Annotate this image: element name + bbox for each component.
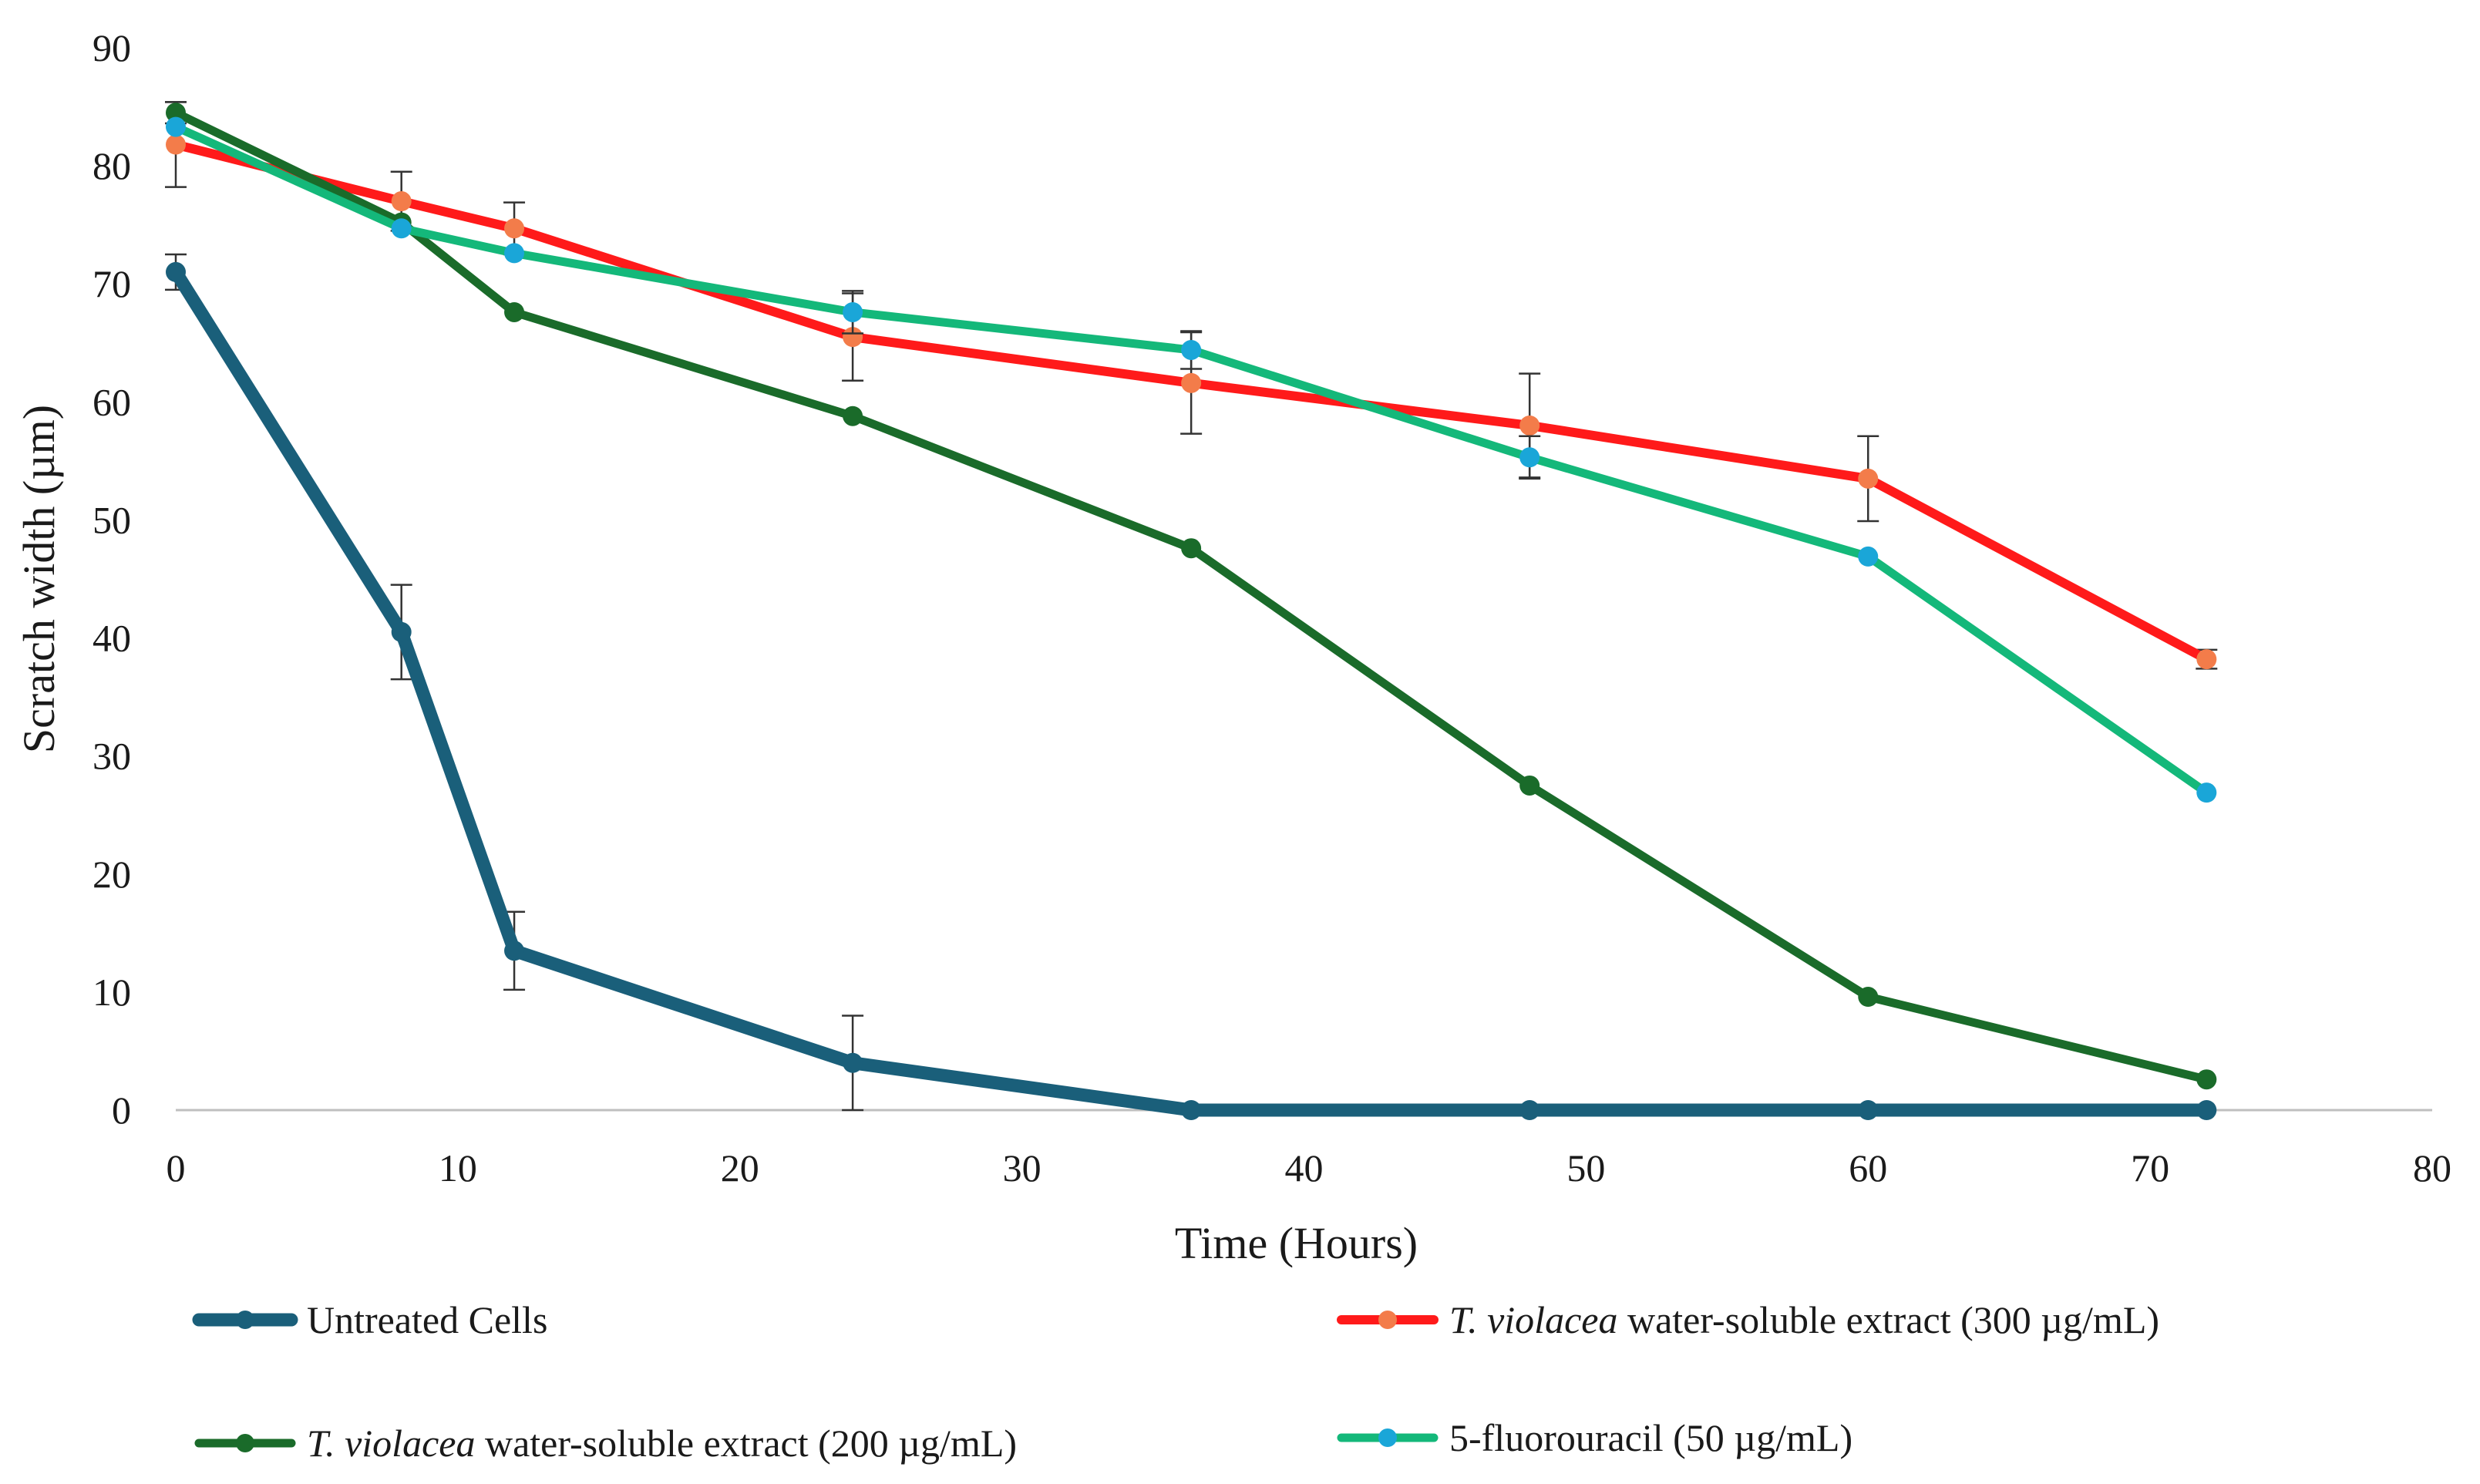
x-tick-label-0: 0: [167, 1146, 186, 1190]
legend-swatch-marker: [1378, 1311, 1397, 1329]
data-point: [1181, 372, 1202, 393]
data-point: [1181, 1100, 1202, 1120]
series-3: [166, 116, 2217, 803]
legend-label: T. violacea water-soluble extract (200 µ…: [307, 1422, 1017, 1465]
legend-label-text: water-soluble extract (300 µg/mL): [1617, 1298, 2159, 1341]
data-point: [2196, 1100, 2217, 1120]
legend-item-2: T. violacea water-soluble extract (200 µ…: [194, 1422, 1017, 1465]
x-axis-title: Time (Hours): [1175, 1218, 1418, 1268]
data-point: [2196, 1069, 2217, 1090]
data-point: [391, 191, 412, 212]
legend-label: 5-fluorouracil (50 µg/mL): [1449, 1416, 1852, 1459]
y-tick-label-4: 40: [93, 617, 131, 660]
series-line-2: [171, 108, 2211, 1084]
data-point: [2196, 649, 2217, 670]
series-line-1: [171, 140, 2212, 665]
series-line-0: [169, 265, 2213, 1117]
legend-label-text: water-soluble extract (200 µg/mL): [475, 1422, 1017, 1465]
legend-item-1: T. violacea water-soluble extract (300 µ…: [1337, 1298, 2159, 1341]
data-point: [1858, 987, 1879, 1008]
x-tick-label-7: 70: [2131, 1146, 2169, 1190]
legend-label-italic: T. violacea: [1449, 1298, 1617, 1341]
legend-item-3: 5-fluorouracil (50 µg/mL): [1337, 1416, 1852, 1459]
series-2: [165, 101, 2217, 1090]
data-point: [1858, 1100, 1879, 1120]
series-line-3: [171, 123, 2211, 797]
data-point: [1519, 415, 1540, 436]
x-tick-label-2: 20: [721, 1146, 759, 1190]
y-tick-label-3: 30: [93, 735, 131, 778]
data-point: [843, 327, 863, 348]
data-point: [1181, 339, 1202, 360]
data-point: [504, 301, 525, 322]
data-point: [843, 1052, 863, 1073]
data-point: [504, 243, 525, 264]
y-tick-label-2: 20: [93, 853, 131, 896]
data-point: [2196, 782, 2217, 803]
data-point: [166, 116, 186, 137]
legend-label-text: Untreated Cells: [307, 1298, 547, 1341]
legend-swatch-marker: [236, 1311, 254, 1329]
legend-label: T. violacea water-soluble extract (300 µ…: [1449, 1298, 2159, 1341]
data-point: [1858, 468, 1879, 489]
x-tick-label-6: 60: [1849, 1146, 1887, 1190]
data-point: [166, 261, 186, 282]
legend-label: Untreated Cells: [307, 1298, 547, 1341]
data-point: [166, 134, 186, 155]
data-point: [391, 621, 412, 642]
data-point: [843, 301, 863, 322]
data-point: [504, 941, 525, 961]
data-point: [1181, 538, 1202, 559]
data-point: [843, 405, 863, 426]
y-axis-title: Scratch width (µm): [14, 405, 64, 753]
y-tick-label-9: 90: [93, 26, 131, 69]
legend-swatch-marker: [1378, 1428, 1397, 1447]
y-tick-label-8: 80: [93, 144, 131, 187]
data-point: [1519, 447, 1540, 468]
y-tick-label-6: 60: [93, 380, 131, 423]
data-point: [1858, 546, 1879, 567]
data-point: [1519, 1100, 1540, 1120]
legend-label-italic: T. violacea: [307, 1422, 475, 1465]
series-0: [165, 253, 2217, 1120]
legend-label-text: 5-fluorouracil (50 µg/mL): [1449, 1416, 1852, 1459]
data-point: [504, 218, 525, 239]
data-point: [1519, 775, 1540, 796]
legend-item-0: Untreated Cells: [192, 1298, 547, 1341]
x-tick-label-3: 30: [1003, 1146, 1041, 1190]
x-tick-label-1: 10: [439, 1146, 477, 1190]
y-tick-label-0: 0: [112, 1089, 131, 1132]
data-point: [166, 103, 186, 123]
y-tick-label-7: 70: [93, 262, 131, 305]
x-tick-label-5: 50: [1566, 1146, 1605, 1190]
x-tick-label-8: 80: [2413, 1146, 2451, 1190]
x-tick-label-4: 40: [1285, 1146, 1324, 1190]
y-tick-label-1: 10: [93, 971, 131, 1014]
legend-swatch-marker: [236, 1434, 254, 1452]
data-point: [391, 218, 412, 239]
y-tick-label-5: 50: [93, 498, 131, 541]
